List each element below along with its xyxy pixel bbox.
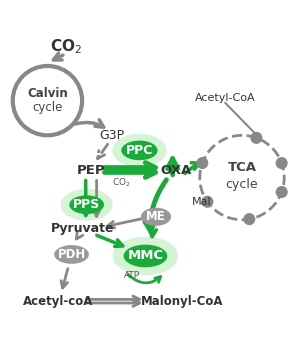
Text: PPS: PPS [73, 198, 100, 211]
Text: cycle: cycle [226, 178, 258, 191]
Text: CO$_2$: CO$_2$ [112, 176, 131, 189]
Ellipse shape [69, 195, 104, 214]
Text: CO$_2$: CO$_2$ [50, 37, 82, 56]
Circle shape [250, 132, 262, 144]
Circle shape [196, 157, 208, 169]
Ellipse shape [121, 141, 158, 160]
Text: TCA: TCA [228, 162, 256, 174]
Text: OXA: OXA [160, 164, 191, 176]
Text: Acetyl-CoA: Acetyl-CoA [195, 92, 256, 103]
Ellipse shape [54, 245, 89, 264]
Text: Calvin: Calvin [27, 87, 68, 100]
Circle shape [276, 186, 288, 198]
Ellipse shape [141, 208, 171, 226]
Circle shape [276, 157, 288, 169]
Text: G3P: G3P [100, 129, 125, 142]
Text: Pyruvate: Pyruvate [50, 222, 114, 235]
Text: MMC: MMC [127, 250, 164, 262]
Ellipse shape [112, 134, 167, 167]
Circle shape [201, 196, 213, 208]
Text: Acetyl-coA: Acetyl-coA [23, 295, 93, 308]
Text: PPC: PPC [126, 144, 153, 157]
Text: ME: ME [146, 210, 166, 223]
Circle shape [243, 213, 255, 225]
Text: ATP: ATP [124, 271, 140, 280]
Ellipse shape [113, 237, 178, 275]
Text: Mal: Mal [191, 197, 211, 207]
Text: cycle: cycle [32, 101, 63, 114]
Text: Malonyl-CoA: Malonyl-CoA [140, 295, 223, 308]
Ellipse shape [61, 189, 113, 221]
Text: PEP: PEP [77, 164, 105, 176]
Text: PDH: PDH [58, 248, 86, 261]
Ellipse shape [124, 245, 167, 267]
